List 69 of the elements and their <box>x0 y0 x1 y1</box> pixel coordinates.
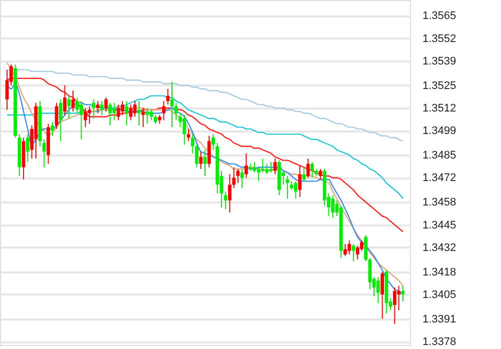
candlestick <box>331 194 335 218</box>
candlestick <box>100 100 104 116</box>
y-tick-label: 1.3499 <box>422 125 456 138</box>
candlestick <box>224 191 228 210</box>
candlestick <box>146 108 149 124</box>
y-tick-label: 1.3512 <box>422 102 456 115</box>
candlestick <box>108 102 112 126</box>
y-tick-label: 1.3565 <box>422 10 456 22</box>
candlestick <box>112 102 116 121</box>
y-tick-label: 1.3485 <box>422 150 456 162</box>
candlestick <box>190 134 194 154</box>
candlestick <box>344 243 347 257</box>
candlestick <box>26 134 30 163</box>
candlestick <box>58 98 62 142</box>
candlestick <box>96 100 100 114</box>
candlestick <box>162 100 166 121</box>
candlestick <box>352 243 356 262</box>
candlestick <box>261 158 264 173</box>
candlestick <box>392 287 396 325</box>
candlestick <box>67 95 71 119</box>
candlestick <box>401 285 405 302</box>
candlestick <box>294 180 298 200</box>
candlestick <box>207 135 211 168</box>
candlestick <box>232 166 236 189</box>
candlestick <box>240 168 244 189</box>
candlestick <box>199 151 203 170</box>
y-tick-label: 1.3418 <box>422 266 456 278</box>
candlestick <box>150 109 154 121</box>
y-tick-label: 1.3405 <box>422 288 456 301</box>
candlestick <box>298 165 302 198</box>
y-tick-label: 1.3378 <box>422 336 456 348</box>
candlestick <box>84 108 88 128</box>
candlestick <box>133 100 137 118</box>
candlestick <box>380 271 384 320</box>
candlestick <box>182 114 186 146</box>
candlestick <box>50 121 54 136</box>
y-tick-label: 1.3525 <box>422 80 456 92</box>
y-tick-label: 1.3445 <box>422 219 456 232</box>
candlestick <box>310 162 314 178</box>
candlestick <box>269 162 273 173</box>
line-series <box>6 95 404 200</box>
candlestick <box>397 285 401 311</box>
candlestick <box>116 104 120 121</box>
candlestick <box>273 158 277 175</box>
candlestick <box>129 104 132 121</box>
y-tick-label: 1.3552 <box>422 32 456 45</box>
candlestick <box>174 102 178 121</box>
candlestick <box>306 158 310 178</box>
candlestick <box>75 97 79 114</box>
candlestick <box>302 166 306 182</box>
candlestick <box>244 152 248 178</box>
y-tick-label: 1.3458 <box>422 196 456 209</box>
candlestick <box>195 144 198 168</box>
candlestick <box>141 108 145 128</box>
candlestick <box>265 163 269 175</box>
candlestick <box>348 240 352 255</box>
candlestick <box>80 100 83 140</box>
candlestick <box>92 98 96 119</box>
candlestick <box>360 240 364 252</box>
y-tick-label: 1.3391 <box>422 313 456 326</box>
y-tick-label: 1.3472 <box>422 172 456 184</box>
y-tick-label: 1.3432 <box>422 242 456 254</box>
candlestick <box>228 174 232 214</box>
y-tick-label: 1.3539 <box>422 55 456 68</box>
candlestick <box>63 84 66 116</box>
candlestick <box>212 134 215 150</box>
candlestick <box>166 88 170 106</box>
candlestick <box>376 276 380 304</box>
candlestick <box>124 100 128 126</box>
